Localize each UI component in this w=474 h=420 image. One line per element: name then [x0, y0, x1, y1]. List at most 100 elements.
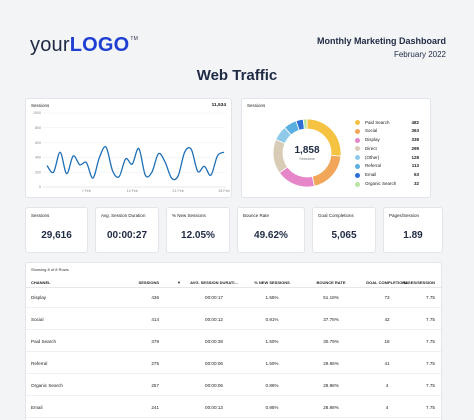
table-cell: 00:00:17 — [205, 295, 223, 300]
legend-color-dot — [355, 155, 360, 161]
kpi-value: 12.05% — [181, 230, 215, 241]
column-header[interactable]: GOAL COMPLETIONS — [366, 280, 408, 285]
table-cell: 51.19% — [323, 295, 339, 300]
sessions-chart-label: Sessions — [31, 103, 50, 108]
kpi-label: Bounce Rate — [243, 213, 270, 218]
table-cell: 7.75 — [426, 295, 435, 300]
table-cell: 7.75 — [426, 317, 435, 322]
sort-desc-icon[interactable]: ▼ — [177, 280, 181, 285]
table-cell: 42 — [384, 317, 390, 322]
table-row[interactable]: Display 436 00:00:17 1.55% 51.19% 73 7.75 — [26, 289, 441, 308]
legend-name: Referral — [365, 163, 382, 169]
dashboard-date: February 2022 — [393, 50, 446, 59]
table-cell: 73 — [384, 295, 390, 300]
legend-value: 363 — [411, 128, 419, 134]
table-cell: 00:00:06 — [205, 383, 223, 388]
kpi-card: Pages/Session 1.89 — [383, 207, 443, 253]
y-tick-label: 1000 — [33, 111, 41, 115]
table-cell: 1.50% — [265, 339, 279, 344]
legend-value: 128 — [411, 154, 419, 160]
table-cell: 4 — [385, 405, 389, 410]
table-cell: Organic Search — [31, 383, 63, 388]
table-row[interactable]: Paid Search 379 00:00:38 1.50% 30.79% 18 7.75 — [26, 333, 441, 352]
table-cell: Social — [31, 317, 44, 322]
table-cell: Display — [31, 295, 47, 300]
table-row[interactable]: Organic Search 257 00:00:06 0.86% 28.98% 4 7.7… — [26, 377, 441, 396]
kpi-card: Avg. Session Duration 00:00:27 — [95, 207, 159, 253]
logo-trademark: TM — [130, 36, 139, 42]
logo-main: LOGO — [69, 34, 130, 56]
legend-name: Paid Search — [365, 119, 390, 125]
kpi-card: Bounce Rate 49.62% — [237, 207, 305, 253]
sessions-line-chart-card: Sessions 11,534 0 200 400 600 800 1000 7 Feb 14… — [25, 98, 232, 198]
legend-color-dot — [355, 146, 360, 152]
table-cell: 1.55% — [265, 295, 279, 300]
legend-name: Organic Search — [365, 181, 397, 187]
legend-color-dot — [355, 137, 360, 143]
table-cell: Paid Search — [31, 339, 57, 344]
legend-item: Display 338 — [355, 137, 419, 146]
table-row[interactable]: Email 241 00:00:13 0.95% 28.98% 4 7.75 — [26, 399, 441, 418]
donut-slice — [278, 166, 315, 188]
column-header[interactable]: SESSIONS — [138, 280, 159, 285]
legend-item: Referral 113 — [355, 163, 419, 172]
table-cell: 18 — [384, 339, 390, 344]
legend-value: 63 — [413, 172, 419, 178]
kpi-label: Goal Completions — [318, 213, 354, 218]
kpi-value: 49.62% — [254, 230, 288, 241]
logo-prefix: your — [30, 34, 70, 56]
donut-legend: Paid Search 482 Social 363 Display 338 Direct 2… — [355, 119, 419, 189]
legend-value: 482 — [411, 119, 419, 125]
sessions-series-line — [46, 145, 225, 181]
y-tick-label: 600 — [35, 141, 41, 145]
channel-table: Showing 8 of 8 Rows CHANNEL SESSIONS AVG. … — [25, 262, 442, 420]
legend-value: 113 — [411, 163, 419, 169]
table-cell: Email — [31, 405, 43, 410]
kpi-label: Sessions — [31, 213, 50, 218]
kpi-label: Pages/Session — [389, 213, 420, 218]
legend-color-dot — [355, 181, 360, 187]
donut-slice — [311, 154, 342, 187]
table-cell: 0.86% — [265, 383, 279, 388]
kpi-label: Avg. Session Duration — [101, 213, 146, 218]
legend-value: 32 — [413, 181, 419, 187]
table-cell: 7.75 — [426, 361, 435, 366]
table-cell: 7.75 — [426, 339, 435, 344]
legend-item: Social 363 — [355, 128, 419, 137]
column-header[interactable]: CHANNEL — [31, 280, 51, 285]
table-cell: 0.91% — [265, 317, 279, 322]
donut-slice — [302, 118, 308, 130]
table-row[interactable]: Social 414 00:00:12 0.91% 37.78% 42 7.75 — [26, 311, 441, 330]
table-cell: 241 — [151, 405, 159, 410]
table-cell: 00:00:38 — [205, 339, 223, 344]
table-cell: 00:00:12 — [205, 317, 223, 322]
legend-value: 338 — [411, 137, 419, 143]
column-header[interactable]: PAGES/SESSION — [402, 280, 435, 285]
legend-name: Display — [365, 137, 380, 143]
dashboard-header: yourLOGOTM Monthly Marketing Dashboard F… — [0, 0, 474, 100]
legend-item: Email 63 — [355, 172, 419, 181]
table-row[interactable]: Referral 275 00:00:06 1.50% 29.86% 41 7.75 — [26, 355, 441, 374]
sessions-donut-chart: 1,858 Sessions — [272, 118, 342, 188]
table-cell: 0.95% — [265, 405, 279, 410]
column-header[interactable]: AVG. SESSION DURATI... — [190, 280, 238, 285]
sessions-line-chart: 0 200 400 600 800 1000 7 Feb 14 Feb 21 Feb 28 Feb — [33, 111, 230, 193]
x-tick-label: 28 Feb — [218, 189, 229, 193]
y-tick-label: 200 — [35, 170, 41, 174]
kpi-value: 29,616 — [41, 230, 72, 241]
kpi-card: % New Sessions 12.05% — [166, 207, 230, 253]
legend-item: Organic Search 32 — [355, 181, 419, 190]
legend-item: Paid Search 482 — [355, 119, 419, 128]
y-tick-label: 800 — [35, 126, 41, 130]
column-header[interactable]: % NEW SESSIONS — [254, 280, 290, 285]
table-cell: 41 — [384, 361, 390, 366]
legend-name: (Other) — [365, 154, 380, 160]
kpi-card: Goal Completions 5,065 — [312, 207, 376, 253]
table-cell: 7.75 — [426, 405, 435, 410]
legend-item: (Other) 128 — [355, 154, 419, 163]
kpi-value: 00:00:27 — [106, 230, 148, 241]
column-header[interactable]: BOUNCE RATE — [316, 280, 346, 285]
sessions-donut-card: Sessions 1,858 Sessions Paid Search 482 So… — [241, 98, 431, 198]
dashboard-title: Monthly Marketing Dashboard — [316, 36, 446, 46]
legend-name: Email — [365, 172, 377, 178]
